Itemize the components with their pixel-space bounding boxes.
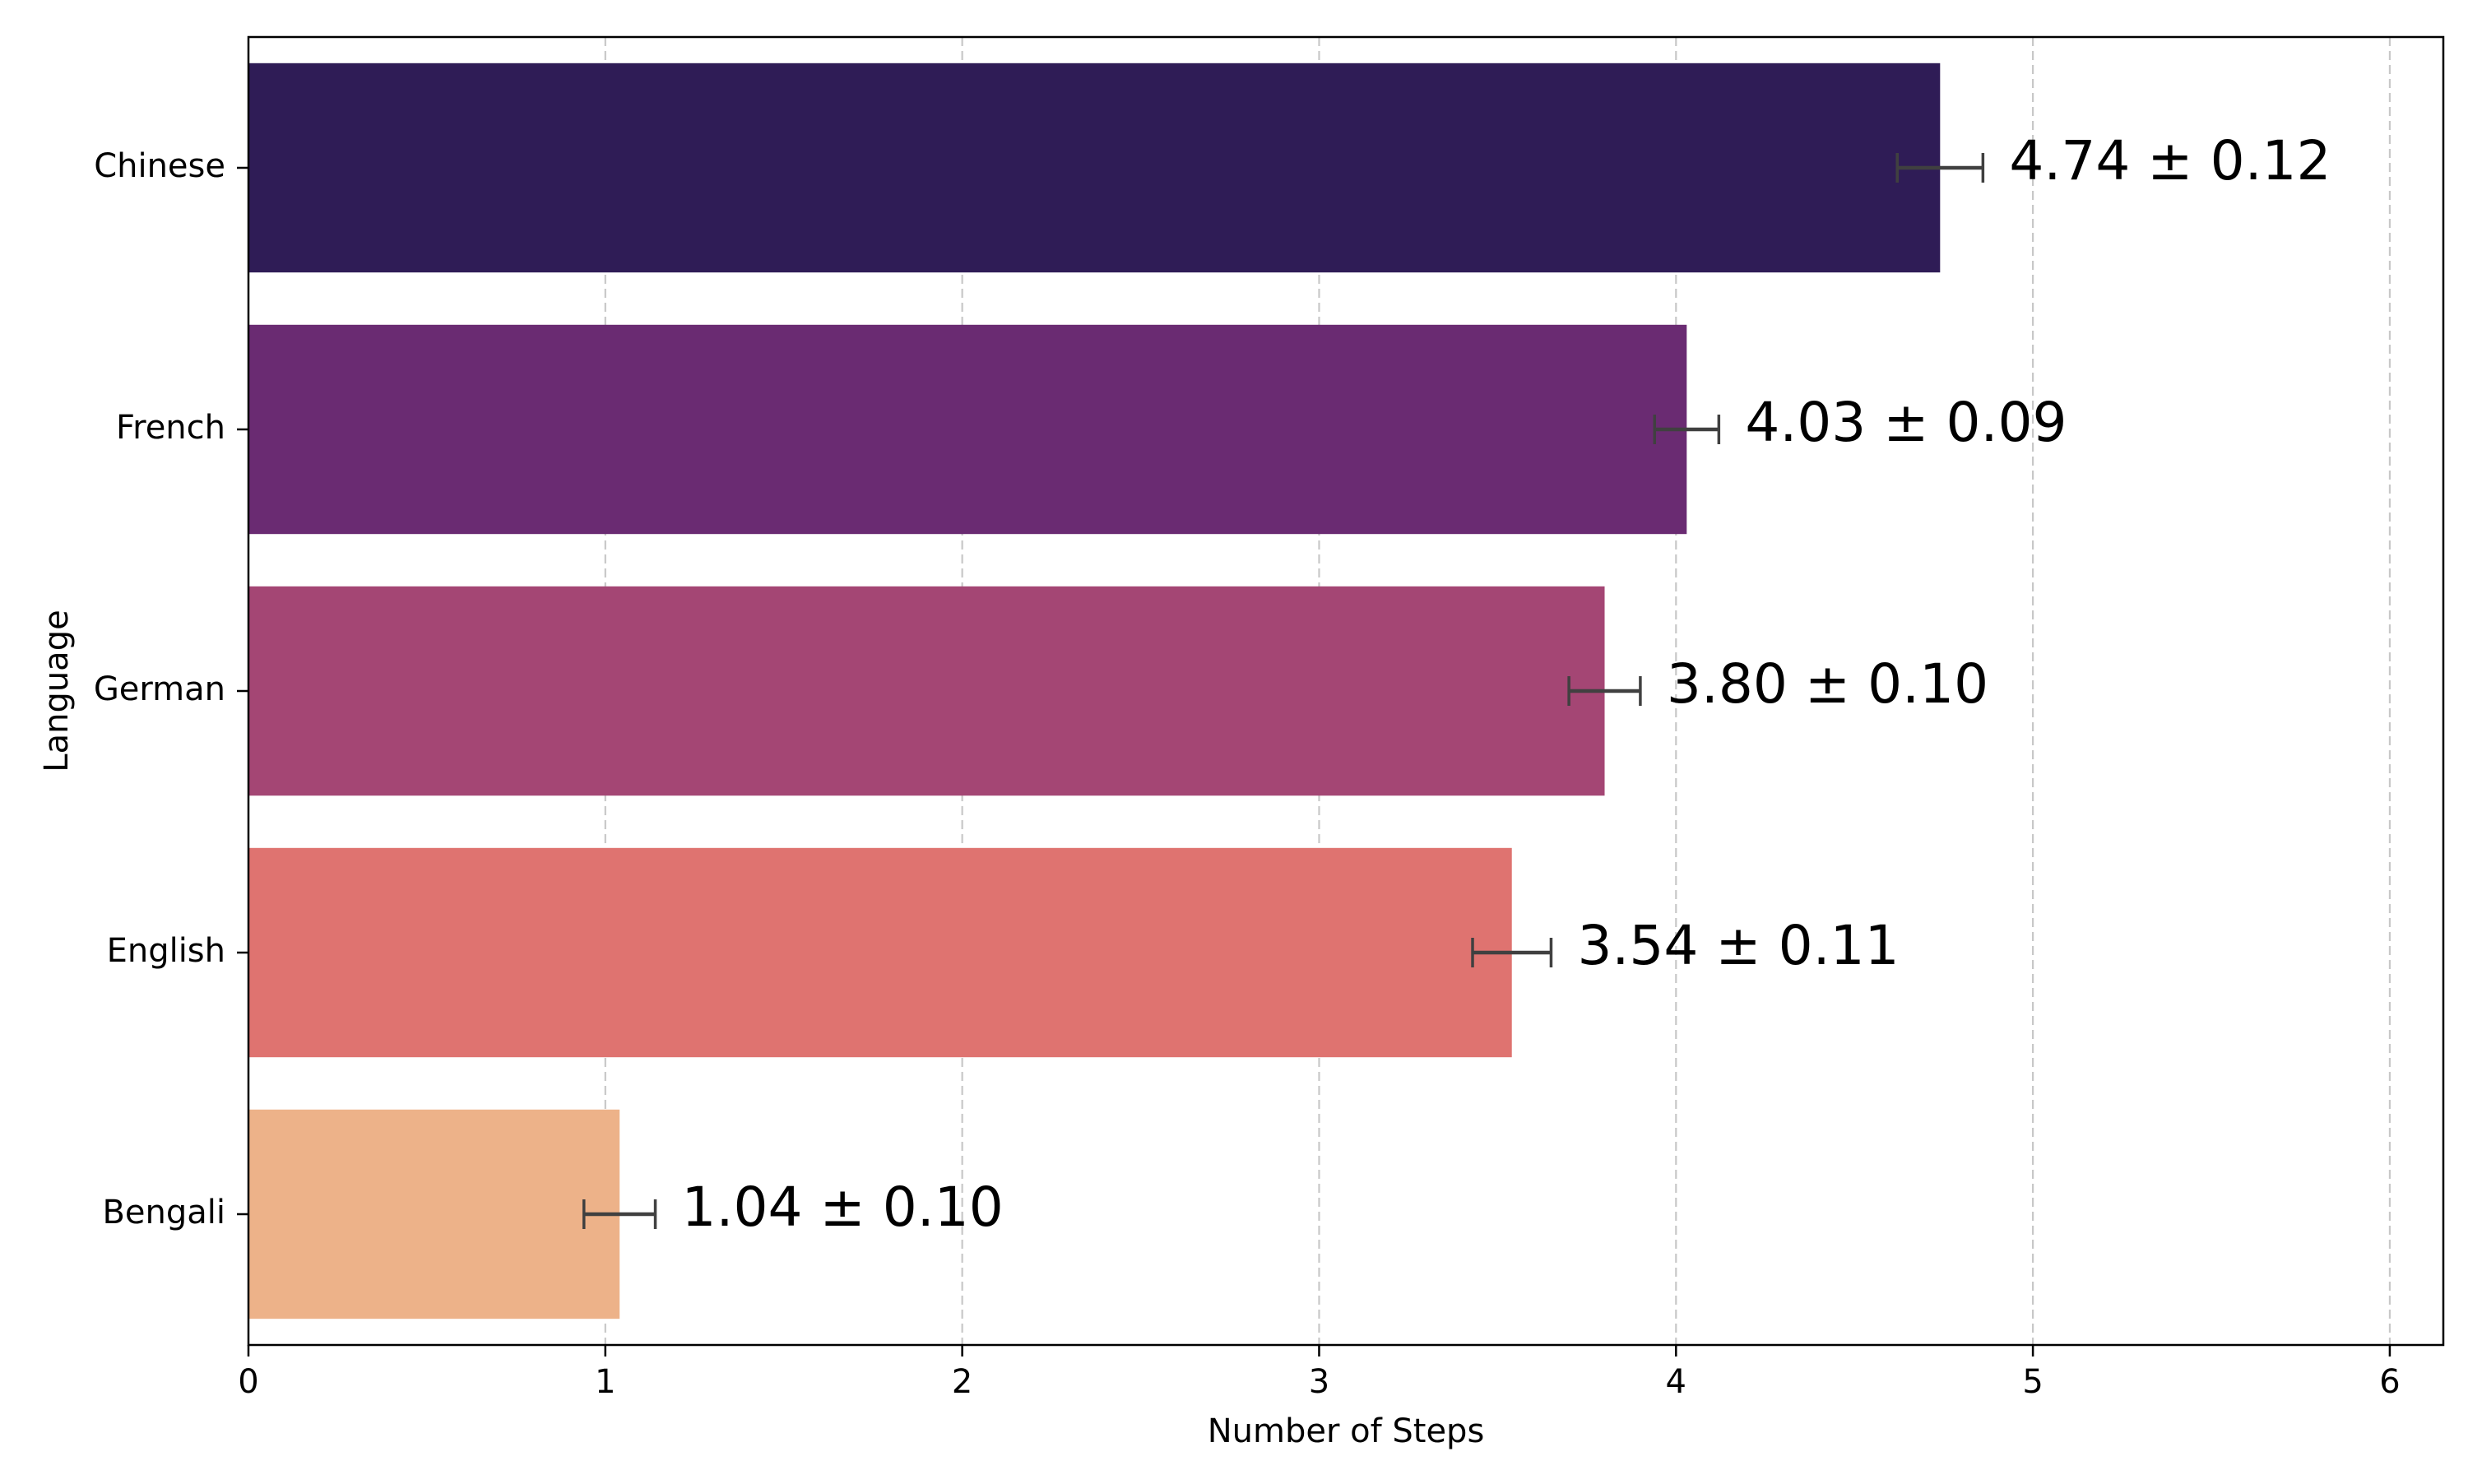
value-label: 3.80 ± 0.10 xyxy=(1667,652,1988,716)
x-tick-label: 1 xyxy=(595,1363,615,1401)
x-tick-label: 4 xyxy=(1666,1363,1686,1401)
x-tick-label: 3 xyxy=(1309,1363,1329,1401)
value-label: 4.03 ± 0.09 xyxy=(1745,391,2067,454)
y-tick-label: French xyxy=(116,409,225,447)
x-tick-label: 6 xyxy=(2379,1363,2400,1401)
x-axis: 0 1 2 3 4 5 6 xyxy=(238,1345,2401,1401)
bar xyxy=(248,324,1687,535)
y-axis-label: Language xyxy=(38,610,76,772)
error-bars xyxy=(582,153,1985,1229)
bar xyxy=(248,63,1941,273)
bar xyxy=(248,1109,620,1319)
bar xyxy=(248,586,1605,796)
x-tick-label: 5 xyxy=(2022,1363,2043,1401)
bars xyxy=(248,63,1941,1319)
y-tick-label: Bengali xyxy=(102,1194,225,1231)
x-axis-label: Number of Steps xyxy=(1208,1412,1485,1450)
value-label: 3.54 ± 0.11 xyxy=(1577,914,1899,977)
x-tick-label: 2 xyxy=(952,1363,972,1401)
y-axis: Chinese French German English Bengali xyxy=(94,147,248,1231)
bar xyxy=(248,847,1512,1058)
value-label: 4.74 ± 0.12 xyxy=(2009,129,2331,192)
y-tick-label: Chinese xyxy=(94,147,225,185)
x-tick-label: 0 xyxy=(238,1363,258,1401)
value-labels: 4.74 ± 0.12 4.03 ± 0.09 3.80 ± 0.10 3.54 ± … xyxy=(682,129,2331,1239)
y-tick-label: German xyxy=(94,670,225,708)
y-tick-label: English xyxy=(107,932,225,970)
value-label: 1.04 ± 0.10 xyxy=(682,1176,1004,1239)
